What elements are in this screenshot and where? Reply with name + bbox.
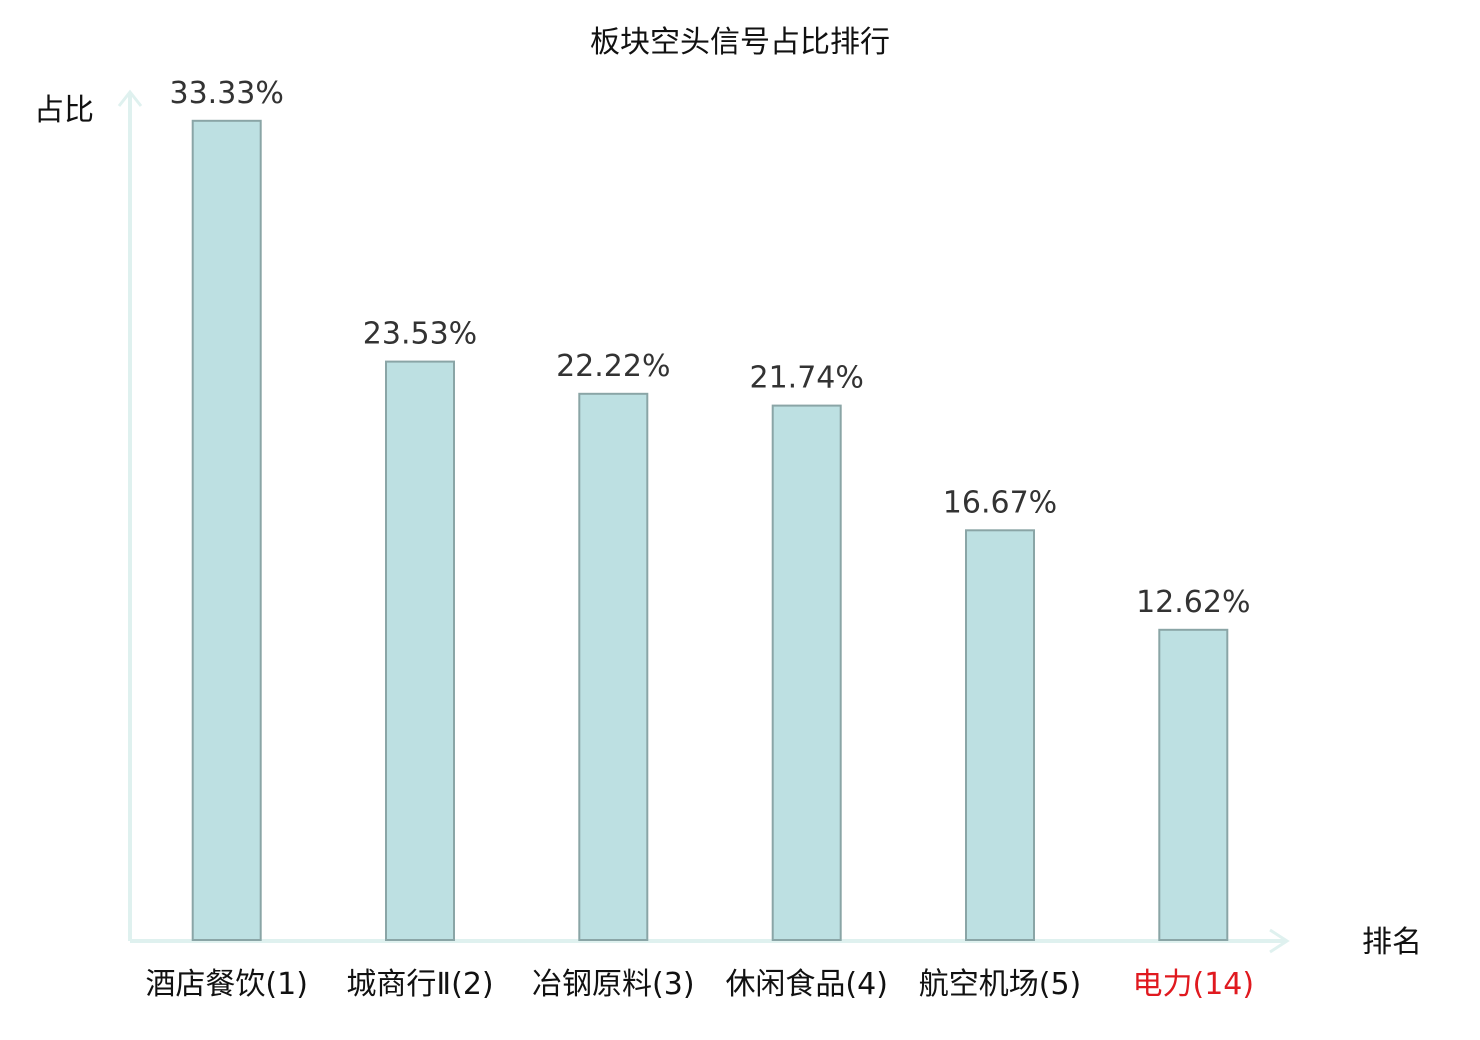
- bar-value-label: 33.33%: [170, 76, 284, 111]
- chart-title: 板块空头信号占比排行: [590, 25, 890, 60]
- x-axis: 排名: [130, 925, 1422, 960]
- x-tick-label: 城商行Ⅱ(2): [346, 967, 493, 1002]
- bar-value-label: 23.53%: [363, 317, 477, 352]
- bar-series: [191, 119, 1229, 942]
- y-axis-arrow-icon: [117, 89, 143, 107]
- bar: [385, 360, 455, 942]
- bar: [965, 529, 1035, 941]
- x-tick-label: 冶钢原料(3): [532, 967, 695, 1002]
- y-axis: 占比: [34, 89, 143, 941]
- bar-value-label: 12.62%: [1136, 585, 1250, 620]
- y-axis-label: 占比: [34, 93, 94, 128]
- bar-value-label: 22.22%: [556, 349, 670, 384]
- bar: [1158, 628, 1229, 941]
- x-axis-arrow-icon: [1269, 928, 1290, 954]
- category-labels: 酒店餐饮(1) 城商行Ⅱ(2) 冶钢原料(3) 休闲食品(4) 航空机场(5) 电力(14…: [145, 967, 1254, 1002]
- x-tick-label: 酒店餐饮(1): [145, 967, 308, 1002]
- bar-value-label: 16.67%: [943, 485, 1057, 520]
- value-labels: 33.33% 23.53% 22.22% 21.74% 16.67% 12.62%: [170, 76, 1251, 620]
- bar-value-label: 21.74%: [750, 361, 864, 396]
- bar: [191, 119, 262, 942]
- x-axis-label: 排名: [1362, 925, 1422, 960]
- bar: [578, 392, 649, 941]
- x-tick-label: 航空机场(5): [919, 967, 1082, 1002]
- x-tick-label: 休闲食品(4): [725, 967, 888, 1002]
- x-tick-label: 电力(14): [1133, 967, 1255, 1002]
- bar: [771, 404, 842, 942]
